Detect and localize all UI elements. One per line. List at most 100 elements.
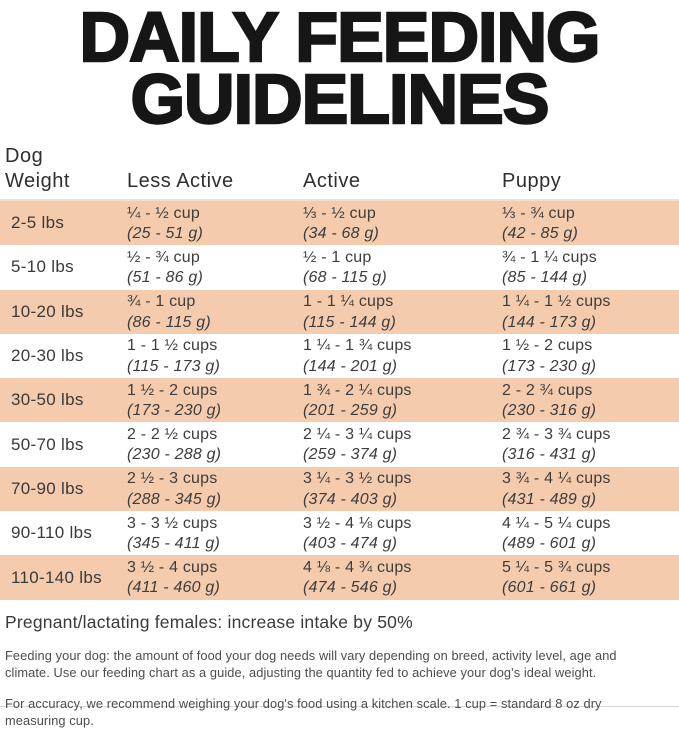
weight-cell: 50-70 lbs: [11, 434, 84, 454]
cups-range: ¾ - 1 cup: [127, 293, 196, 311]
cups-range: 1 ½ - 2 cups: [502, 337, 593, 355]
cups-range: 3 ½ - 4 cups: [127, 558, 218, 576]
title-line1: DAILY FEEDING: [78, 0, 601, 76]
less-active-cell: ¾ - 1 cup (86 - 115 g): [127, 290, 303, 334]
cups-range: 1 ½ - 2 cups: [127, 381, 218, 399]
cups-range: ¼ - ½ cup: [127, 204, 200, 222]
grams-range: (51 - 86 g): [127, 269, 204, 287]
puppy-cell: 1 ¼ - 1 ½ cups (144 - 173 g): [502, 290, 679, 334]
puppy-cell: 1 ½ - 2 cups (173 - 230 g): [502, 334, 679, 378]
grams-range: (474 - 546 g): [303, 579, 398, 597]
footer: Pregnant/lactating females: increase int…: [0, 612, 679, 729]
grams-range: (201 - 259 g): [303, 402, 398, 420]
header-less-active: Less Active: [127, 170, 234, 192]
grams-range: (68 - 115 g): [303, 269, 387, 287]
less-active-cell: 3 ½ - 4 cups (411 - 460 g): [127, 555, 303, 599]
cups-range: 1 ¾ - 2 ¼ cups: [303, 381, 412, 399]
puppy-cell: 2 - 2 ¾ cups (230 - 316 g): [502, 378, 679, 422]
header-active: Active: [303, 170, 361, 192]
grams-range: (85 - 144 g): [502, 269, 588, 287]
cups-range: 1 ¼ - 1 ¾ cups: [303, 337, 412, 355]
page-title: DAILY FEEDING GUIDELINES: [0, 0, 679, 135]
grams-range: (489 - 601 g): [502, 535, 597, 553]
table-row: 90-110 lbs 3 - 3 ½ cups (345 - 411 g) 3 …: [0, 511, 679, 555]
table-row: 70-90 lbs 2 ½ - 3 cups (288 - 345 g) 3 ¼…: [0, 466, 679, 512]
table-header: Dog Weight Less Active Active Puppy: [0, 144, 679, 199]
less-active-cell: 2 ½ - 3 cups (288 - 345 g): [127, 467, 303, 511]
cups-range: 1 - 1 ½ cups: [127, 337, 218, 355]
puppy-cell: 3 ¾ - 4 ¼ cups (431 - 489 g): [502, 467, 679, 511]
puppy-cell: ⅓ - ¾ cup (42 - 85 g): [502, 201, 679, 245]
cups-range: 2 ½ - 3 cups: [127, 470, 218, 488]
grams-range: (316 - 431 g): [502, 446, 597, 464]
weight-cell: 20-30 lbs: [11, 346, 84, 366]
less-active-cell: 3 - 3 ½ cups (345 - 411 g): [127, 511, 303, 555]
weight-cell: 30-50 lbs: [11, 390, 84, 410]
weight-cell: 10-20 lbs: [11, 301, 84, 321]
pregnant-lactating-note: Pregnant/lactating females: increase int…: [5, 611, 413, 632]
active-cell: 1 - 1 ¼ cups (115 - 144 g): [303, 290, 502, 334]
accuracy-note: For accuracy, we recommend weighing your…: [5, 695, 602, 728]
active-cell: 1 ¼ - 1 ¾ cups (144 - 201 g): [303, 334, 502, 378]
active-cell: 2 ¼ - 3 ¼ cups (259 - 374 g): [303, 422, 502, 466]
grams-range: (115 - 144 g): [303, 313, 397, 331]
active-cell: 3 ¼ - 3 ½ cups (374 - 403 g): [303, 467, 502, 511]
weight-cell: 90-110 lbs: [11, 523, 93, 543]
cups-range: 1 ¼ - 1 ½ cups: [502, 293, 611, 311]
grams-range: (374 - 403 g): [303, 490, 398, 508]
grams-range: (173 - 230 g): [502, 357, 597, 375]
weight-cell: 70-90 lbs: [11, 478, 84, 498]
cups-range: 3 ¾ - 4 ¼ cups: [502, 470, 611, 488]
less-active-cell: 1 ½ - 2 cups (173 - 230 g): [127, 378, 303, 422]
puppy-cell: 4 ¼ - 5 ¼ cups (489 - 601 g): [502, 511, 679, 555]
header-puppy: Puppy: [502, 170, 562, 192]
less-active-cell: 2 - 2 ½ cups (230 - 288 g): [127, 422, 303, 466]
active-cell: 1 ¾ - 2 ¼ cups (201 - 259 g): [303, 378, 502, 422]
header-dog-weight-line2: Weight: [5, 170, 70, 192]
grams-range: (230 - 316 g): [502, 402, 597, 420]
cups-range: ⅓ - ¾ cup: [502, 204, 575, 222]
active-cell: ½ - 1 cup (68 - 115 g): [303, 245, 502, 289]
cups-range: ⅓ - ½ cup: [303, 204, 376, 222]
grams-range: (144 - 173 g): [502, 313, 597, 331]
less-active-cell: ¼ - ½ cup (25 - 51 g): [127, 201, 303, 245]
feeding-disclaimer: Feeding your dog: the amount of food you…: [5, 647, 617, 680]
grams-range: (601 - 661 g): [502, 579, 597, 597]
cups-range: 2 - 2 ¾ cups: [502, 381, 593, 399]
table-row: 10-20 lbs ¾ - 1 cup (86 - 115 g) 1 - 1 ¼…: [0, 289, 679, 334]
less-active-cell: 1 - 1 ½ cups (115 - 173 g): [127, 334, 303, 378]
grams-range: (230 - 288 g): [127, 446, 222, 464]
puppy-cell: 2 ¾ - 3 ¾ cups (316 - 431 g): [502, 422, 679, 466]
cups-range: 2 - 2 ½ cups: [127, 425, 218, 443]
cups-range: 2 ¾ - 3 ¾ cups: [502, 425, 611, 443]
table-row: 20-30 lbs 1 - 1 ½ cups (115 - 173 g) 1 ¼…: [0, 334, 679, 378]
grams-range: (431 - 489 g): [502, 490, 597, 508]
grams-range: (403 - 474 g): [303, 535, 398, 553]
active-cell: ⅓ - ½ cup (34 - 68 g): [303, 201, 502, 245]
weight-cell: 2-5 lbs: [11, 213, 65, 233]
cups-range: 2 ¼ - 3 ¼ cups: [303, 425, 412, 443]
header-dog-weight-line1: Dog: [5, 145, 44, 167]
puppy-cell: 5 ¼ - 5 ¾ cups (601 - 661 g): [502, 555, 679, 599]
table-row: 50-70 lbs 2 - 2 ½ cups (230 - 288 g) 2 ¼…: [0, 422, 679, 466]
grams-range: (25 - 51 g): [127, 225, 204, 242]
cups-range: ½ - 1 cup: [303, 248, 372, 266]
grams-range: (34 - 68 g): [303, 225, 380, 242]
grams-range: (86 - 115 g): [127, 313, 211, 331]
grams-range: (42 - 85 g): [502, 225, 579, 242]
table-row: 5-10 lbs ½ - ¾ cup (51 - 86 g) ½ - 1 cup…: [0, 245, 679, 289]
active-cell: 4 ⅛ - 4 ¾ cups (474 - 546 g): [303, 555, 502, 599]
cups-range: 3 ¼ - 3 ½ cups: [303, 470, 412, 488]
cups-range: 1 - 1 ¼ cups: [303, 293, 394, 311]
weight-cell: 5-10 lbs: [11, 257, 74, 277]
grams-range: (345 - 411 g): [127, 535, 221, 553]
grams-range: (259 - 374 g): [303, 446, 398, 464]
table-row: 2-5 lbs ¼ - ½ cup (25 - 51 g) ⅓ - ½ cup …: [0, 201, 679, 246]
weight-cell: 110-140 lbs: [11, 567, 102, 587]
cups-range: ¾ - 1 ¼ cups: [502, 248, 597, 266]
cups-range: 4 ¼ - 5 ¼ cups: [502, 514, 611, 532]
header-dog-weight: Dog Weight: [0, 144, 127, 194]
feeding-table: 2-5 lbs ¼ - ½ cup (25 - 51 g) ⅓ - ½ cup …: [0, 199, 679, 600]
cups-range: 5 ¼ - 5 ¾ cups: [502, 558, 611, 576]
title-line2: GUIDELINES: [129, 60, 550, 138]
